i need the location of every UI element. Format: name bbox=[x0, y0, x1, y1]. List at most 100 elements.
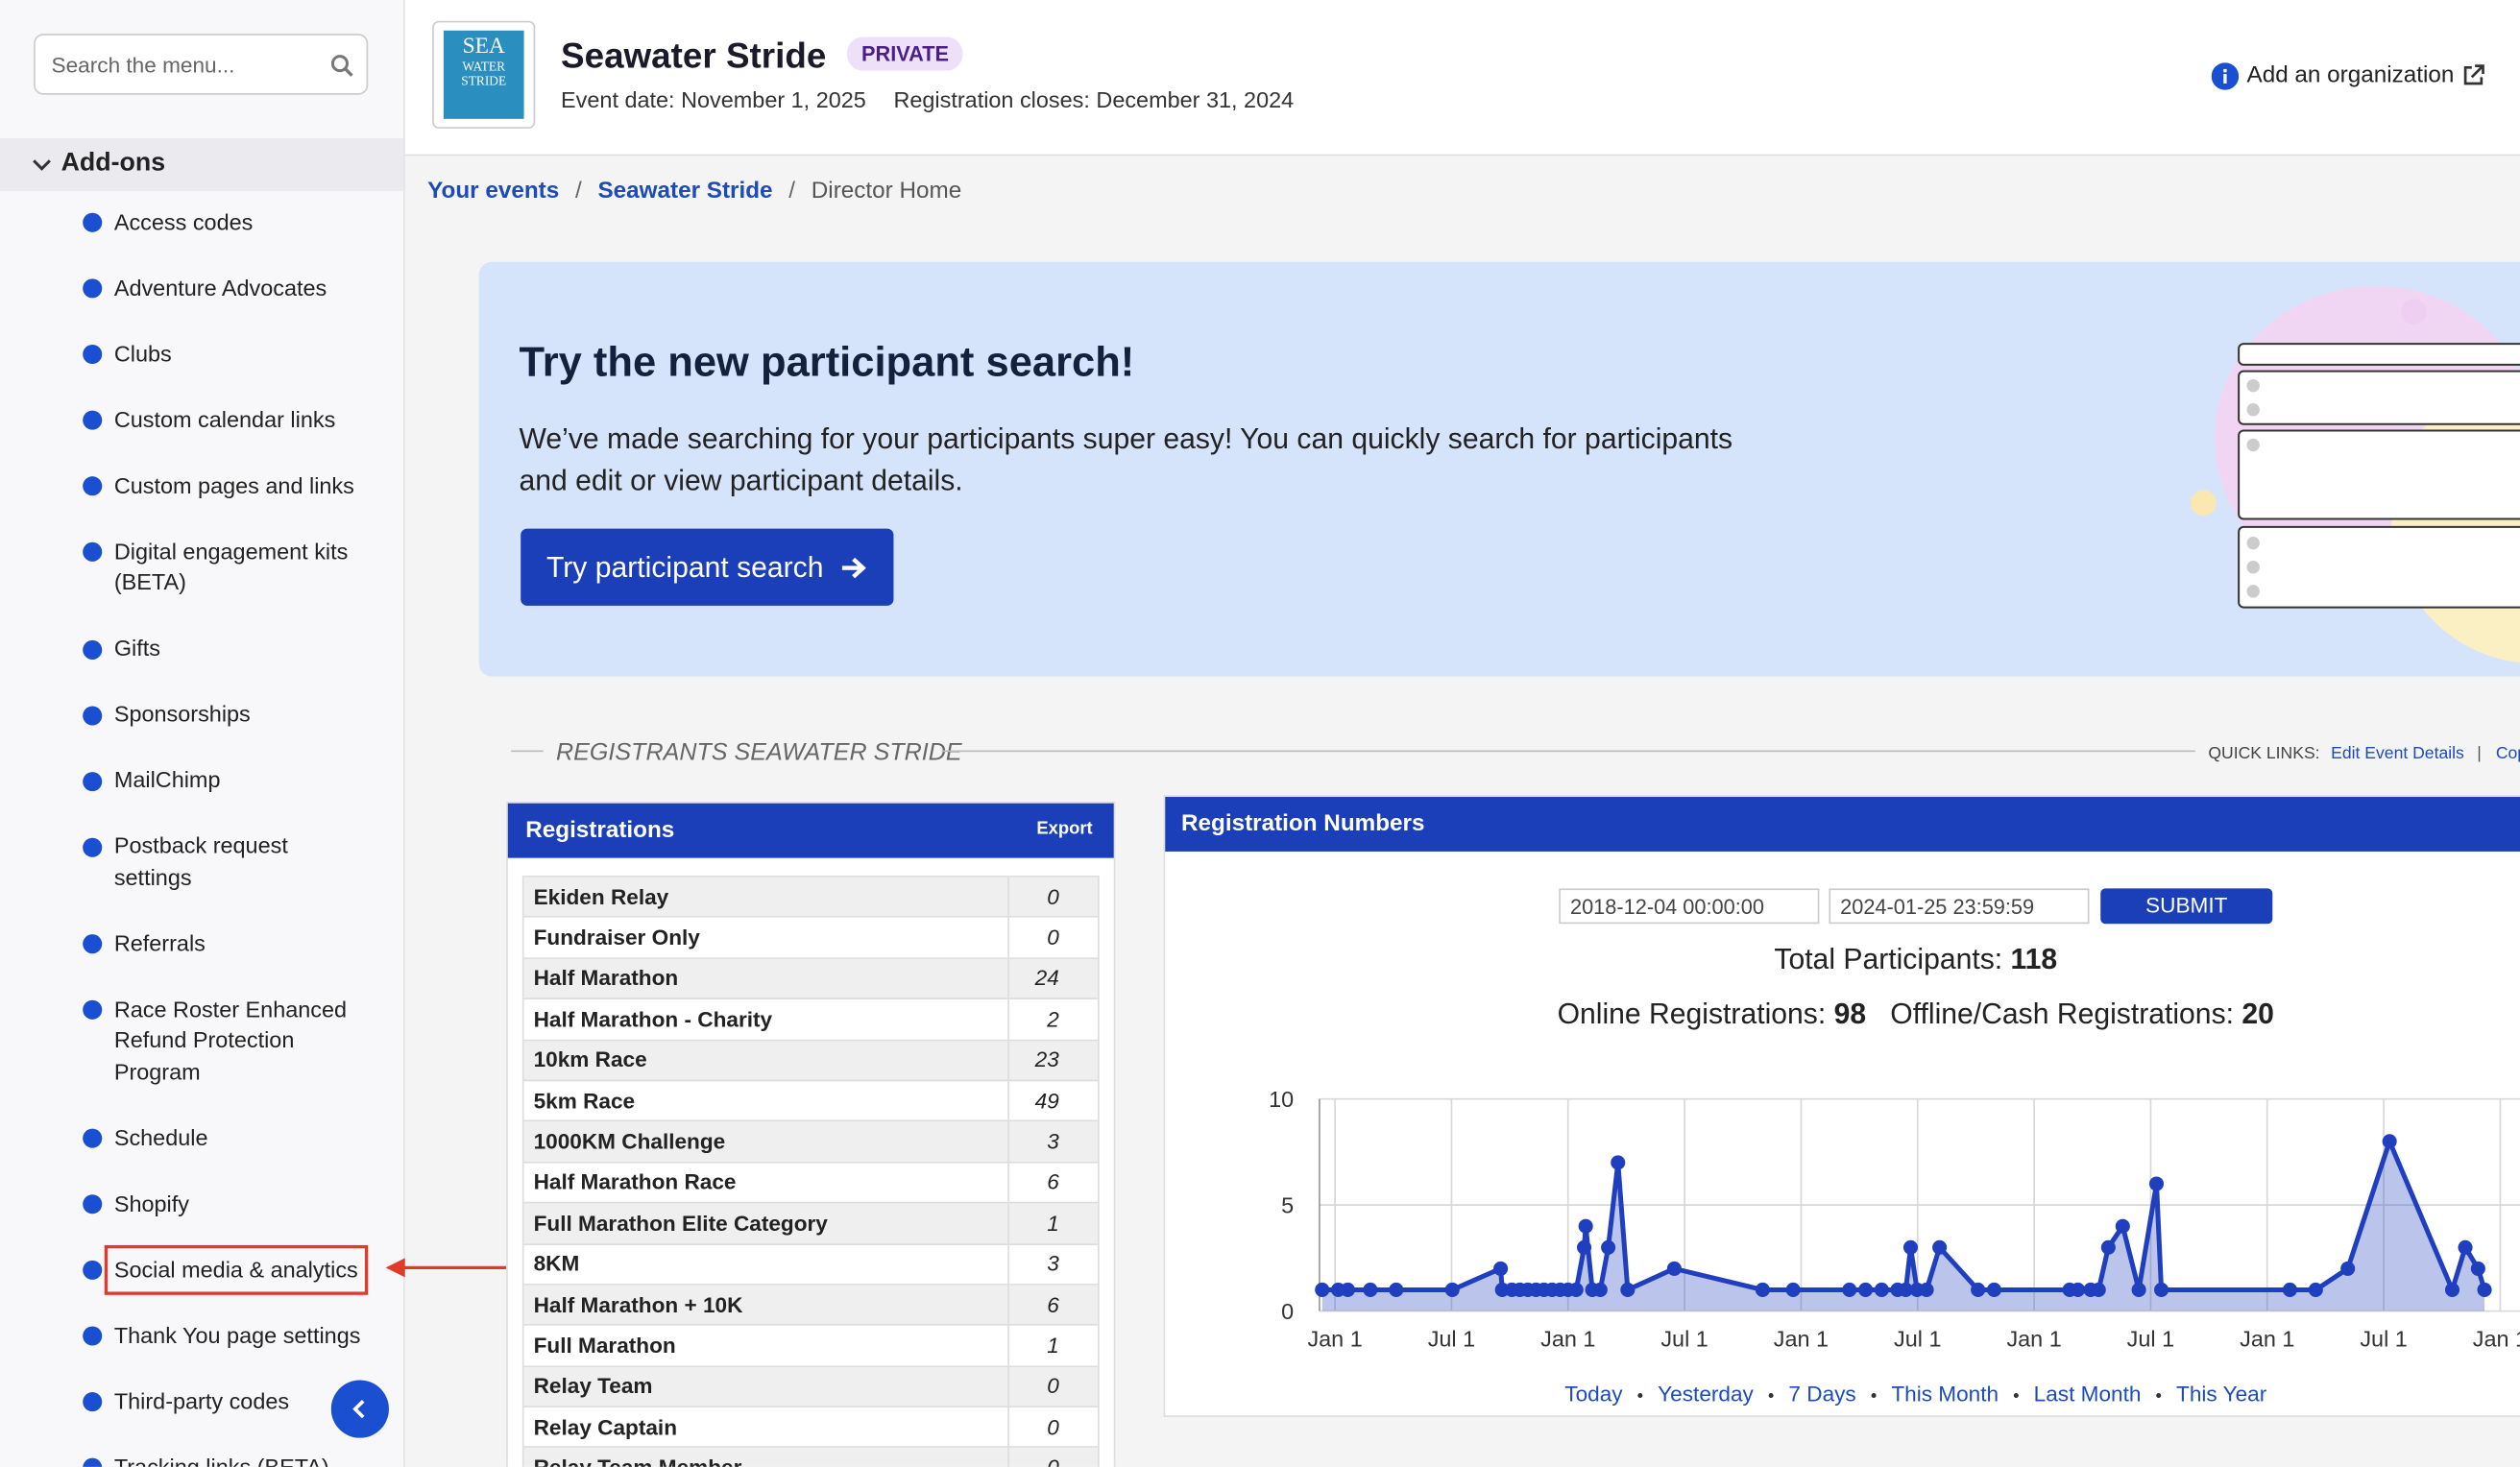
icon-shape bbox=[83, 278, 103, 299]
menu-item[interactable]: Access codes bbox=[0, 189, 403, 255]
menu-label: Referrals bbox=[113, 929, 206, 956]
export-link[interactable]: Export bbox=[1036, 819, 1093, 839]
menu-icon bbox=[83, 1457, 103, 1467]
data-point bbox=[1986, 1282, 2001, 1297]
table-row: Ekiden Relay 0 bbox=[523, 877, 1098, 919]
icon-shape bbox=[83, 705, 103, 725]
crumb: Your events bbox=[427, 179, 559, 204]
menu-item[interactable]: Thank You page settings bbox=[0, 1303, 403, 1369]
section-title: REGISTRANTS SEAWATER STRIDE bbox=[556, 738, 962, 767]
menu-item[interactable]: Custom pages and links bbox=[0, 453, 403, 519]
data-point bbox=[1340, 1282, 1355, 1297]
numbers-panel: Registration Numbers 2018-12-04 00:00:00… bbox=[1163, 795, 2520, 1417]
race-count: 2 bbox=[1047, 1007, 1059, 1032]
data-point bbox=[2131, 1282, 2146, 1297]
online-value: 98 bbox=[1833, 998, 1867, 1030]
data-point bbox=[2477, 1282, 2492, 1297]
menu-icon bbox=[83, 410, 103, 430]
icon-shape bbox=[83, 410, 103, 430]
offline-value: 20 bbox=[2241, 998, 2274, 1030]
x-tick-label: Jul 1 bbox=[1660, 1326, 1708, 1351]
menu-item[interactable]: Custom calendar links bbox=[0, 387, 403, 453]
menu-icon bbox=[83, 278, 103, 299]
race-count: 6 bbox=[1047, 1292, 1059, 1317]
data-point bbox=[1902, 1239, 1919, 1255]
menu-label: Tracking links (BETA) bbox=[113, 1454, 329, 1467]
range-link[interactable]: This Year bbox=[2141, 1382, 2266, 1406]
collapse-button[interactable] bbox=[330, 1380, 389, 1438]
icon-shape bbox=[83, 476, 103, 496]
menu-item[interactable]: Shopify bbox=[0, 1171, 403, 1238]
menu-item[interactable]: Postback request settings bbox=[0, 814, 403, 911]
section-label: Add-ons bbox=[61, 149, 166, 178]
table-row: Full Marathon Elite Category 1 bbox=[523, 1203, 1098, 1245]
menu-item[interactable]: MailChimp bbox=[0, 748, 403, 814]
range-link[interactable]: Yesterday bbox=[1623, 1382, 1754, 1406]
range-link[interactable]: This Month bbox=[1856, 1382, 1999, 1406]
menu-icon bbox=[83, 999, 103, 1020]
search-button[interactable]: Try participant search bbox=[521, 528, 894, 606]
data-point bbox=[1577, 1239, 1592, 1255]
race-count: 0 bbox=[1047, 1414, 1059, 1440]
data-point bbox=[1898, 1282, 1913, 1297]
menu-icon bbox=[83, 476, 103, 496]
race-name: Half Marathon + 10K bbox=[524, 1285, 1009, 1325]
series-area bbox=[1321, 1141, 2485, 1311]
menu-item[interactable]: Social media & analytics bbox=[0, 1238, 403, 1304]
crumb: Seawater Stride bbox=[559, 179, 772, 204]
table-row: Relay Team Member0 bbox=[523, 1448, 1098, 1467]
crumb-link[interactable]: Your events bbox=[427, 178, 560, 204]
start-date[interactable]: 2018-12-04 00:00:00 bbox=[1559, 888, 1820, 925]
data-point bbox=[2148, 1176, 2165, 1191]
data-point bbox=[1444, 1282, 1460, 1297]
data-point bbox=[1874, 1282, 1889, 1297]
online-label: Online Registrations: bbox=[1557, 998, 1827, 1030]
data-point bbox=[1601, 1239, 1616, 1255]
menu-icon bbox=[83, 836, 103, 856]
menu-item[interactable]: Tracking links (BETA) bbox=[0, 1434, 403, 1467]
table-row: Relay Captain 0 bbox=[523, 1407, 1098, 1449]
submit-button[interactable]: SUBMIT bbox=[2100, 888, 2273, 925]
race-count: 0 bbox=[1047, 1374, 1059, 1399]
quick-link[interactable]: Edit Event Details bbox=[2331, 743, 2464, 763]
menu-label: Sponsorships bbox=[113, 701, 251, 727]
table-row: Half Marathon + 10K 6 bbox=[523, 1285, 1098, 1327]
race-name: 5km Race bbox=[524, 1081, 1009, 1120]
addons-section[interactable]: Add-ons bbox=[0, 137, 404, 192]
data-point bbox=[1785, 1282, 1801, 1297]
race-count: 1 bbox=[1047, 1211, 1059, 1236]
table-row: Fundraiser Only 0 bbox=[523, 918, 1098, 959]
logo-word: SEA bbox=[462, 35, 505, 60]
menu-item[interactable]: Adventure Advocates bbox=[0, 255, 403, 322]
menu-items: Access codes Adventure Advocates Clubs Cust… bbox=[0, 189, 403, 1467]
data-point bbox=[1620, 1282, 1636, 1297]
menu-item[interactable]: Digital engagement kits (BETA) bbox=[0, 519, 403, 616]
range-link[interactable]: Today bbox=[1564, 1382, 1623, 1407]
menu-item[interactable]: Race Roster Enhanced Refund Protection P… bbox=[0, 976, 403, 1105]
menu-search[interactable]: Search the menu... bbox=[34, 34, 369, 95]
menu-item[interactable]: Schedule bbox=[0, 1105, 403, 1171]
end-date[interactable]: 2024-01-25 23:59:59 bbox=[1829, 888, 2090, 925]
menu-item[interactable]: Referrals bbox=[0, 911, 403, 977]
panel-header: Registrations Export bbox=[507, 803, 1114, 858]
menu-item[interactable]: Gifts bbox=[0, 616, 403, 683]
promo-banner: Try the new participant search! We’ve ma… bbox=[478, 261, 2520, 677]
total-label: Total Participants: bbox=[1774, 943, 2003, 975]
menu-item[interactable]: Clubs bbox=[0, 322, 403, 388]
offline-label: Offline/Cash Registrations: bbox=[1890, 998, 2235, 1030]
range-link[interactable]: 7 Days bbox=[1754, 1382, 1856, 1406]
menu-item[interactable]: Third-party codes bbox=[0, 1369, 403, 1435]
add-organization[interactable]: Add an organization bbox=[2246, 62, 2455, 89]
race-name: Half Marathon - Charity bbox=[524, 999, 1009, 1040]
range-link[interactable]: Last Month bbox=[1999, 1382, 2141, 1406]
crumb-link[interactable]: Seawater Stride bbox=[597, 178, 773, 204]
table-row: Relay Team 0 bbox=[523, 1366, 1098, 1408]
icon-shape bbox=[83, 541, 103, 562]
menu-item[interactable]: Sponsorships bbox=[0, 682, 403, 748]
table-row: Half Marathon 24 bbox=[523, 958, 1098, 1000]
icon-shape bbox=[83, 771, 103, 791]
quick-link[interactable]: Copy bbox=[2471, 744, 2520, 763]
menu-label: Postback request settings bbox=[113, 832, 288, 890]
table-row: 1000KM Challenge 3 bbox=[523, 1121, 1098, 1164]
